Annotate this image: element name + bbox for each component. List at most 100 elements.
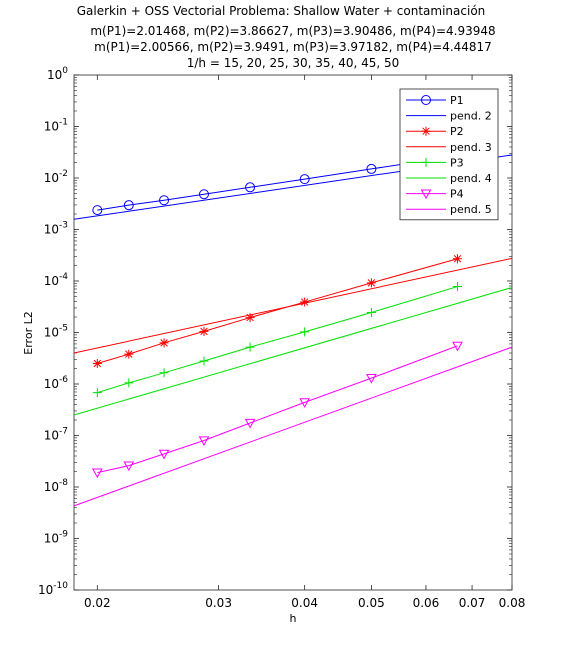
y-tick-label: 100 xyxy=(47,66,68,82)
data-point xyxy=(245,182,256,193)
legend: P1 pend. 2 P2 pend. 3 P3 pend. 4 P4 pend. 5 xyxy=(399,88,499,221)
y-tick-exponent: -10 xyxy=(53,581,68,591)
chart-title-line-1: Galerkin + OSS Vectorial Problema: Shall… xyxy=(77,4,486,18)
data-point xyxy=(198,436,210,447)
data-point xyxy=(92,388,102,398)
y-tick-label: 10-4 xyxy=(44,272,69,288)
data-point xyxy=(366,278,376,288)
data-point xyxy=(366,374,377,384)
data-point xyxy=(299,174,310,185)
legend-label: P4 xyxy=(450,188,464,201)
data-point xyxy=(159,195,170,206)
y-tick-exponent: -4 xyxy=(59,272,68,282)
x-tick-label: 0.04 xyxy=(291,596,318,610)
y-tick-label: 10-5 xyxy=(44,324,68,340)
data-point xyxy=(245,342,255,352)
data-point xyxy=(199,326,209,336)
legend-label: P3 xyxy=(450,156,464,169)
chart-title-line-4: 1/h = 15, 20, 25, 30, 35, 40, 45, 50 xyxy=(187,56,400,70)
data-point xyxy=(366,307,376,317)
data-point xyxy=(91,468,103,479)
x-tick-label: 0.07 xyxy=(459,596,486,610)
legend-item: P4 xyxy=(406,188,464,201)
data-point xyxy=(159,338,169,348)
x-axis-label: h xyxy=(290,612,297,625)
series-p4 xyxy=(91,341,463,479)
y-axis-label: Error L2 xyxy=(22,311,35,354)
x-tick-label: 0.05 xyxy=(358,596,385,610)
chart-title-line-3: m(P1)=2.00566, m(P2)=3.9491, m(P3)=3.971… xyxy=(94,40,492,54)
data-line xyxy=(97,345,458,474)
data-point xyxy=(92,359,102,369)
y-tick-label: 10-1 xyxy=(44,118,68,134)
y-tick-label: 10-10 xyxy=(38,581,68,597)
y-tick-exponent: -1 xyxy=(59,118,68,128)
legend-item: P2 xyxy=(406,125,464,138)
data-point xyxy=(245,313,255,323)
data-point xyxy=(366,163,377,174)
y-tick-exponent: -5 xyxy=(59,324,68,334)
data-point xyxy=(123,461,135,472)
data-point xyxy=(124,378,134,388)
x-tick-label: 0.03 xyxy=(205,596,232,610)
series-p2 xyxy=(92,254,462,369)
data-point xyxy=(199,356,209,366)
slope-line xyxy=(73,346,513,507)
legend-marker xyxy=(421,157,431,167)
legend-item: pend. 4 xyxy=(406,172,492,185)
y-tick-label: 10-7 xyxy=(44,427,68,443)
legend-label: pend. 3 xyxy=(450,141,492,154)
x-tick-label: 0.06 xyxy=(413,596,440,610)
series-pend-4 xyxy=(73,286,513,416)
legend-marker xyxy=(421,126,431,136)
chart-title-line-2: m(P1)=2.01468, m(P2)=3.86627, m(P3)=3.90… xyxy=(90,24,495,38)
data-line xyxy=(97,286,458,394)
data-point xyxy=(198,189,209,200)
series-pend-3 xyxy=(73,257,513,354)
y-tick-exponent: -8 xyxy=(59,478,68,488)
legend-item: pend. 2 xyxy=(406,110,492,123)
chart-title-block: Galerkin + OSS Vectorial Problema: Shall… xyxy=(77,4,496,70)
series-layer xyxy=(73,150,513,507)
x-tick-label: 0.08 xyxy=(499,596,526,610)
data-point xyxy=(452,254,462,264)
data-point xyxy=(300,327,310,337)
data-point xyxy=(299,398,311,408)
data-line xyxy=(97,155,458,211)
slope-line xyxy=(73,257,513,354)
x-tick-label: 0.02 xyxy=(84,596,111,610)
data-point xyxy=(124,349,134,359)
data-point xyxy=(452,282,462,292)
data-point xyxy=(159,368,169,378)
slope-line xyxy=(73,286,513,416)
legend-label: pend. 4 xyxy=(450,172,492,185)
legend-box xyxy=(399,88,499,221)
legend-label: P1 xyxy=(450,94,464,107)
legend-marker xyxy=(420,189,432,200)
y-tick-exponent: -2 xyxy=(59,169,68,179)
legend-item: pend. 5 xyxy=(406,203,492,216)
data-line xyxy=(97,258,458,364)
data-point xyxy=(92,205,103,216)
series-p1 xyxy=(92,150,463,216)
legend-label: P2 xyxy=(450,125,464,138)
data-point xyxy=(452,341,463,352)
legend-item: P1 xyxy=(406,94,464,107)
legend-label: pend. 5 xyxy=(450,203,492,216)
y-tick-exponent: -6 xyxy=(59,375,68,385)
data-point xyxy=(244,418,256,429)
series-p3 xyxy=(92,282,462,398)
y-tick-label: 10-9 xyxy=(44,530,69,546)
y-tick-exponent: -7 xyxy=(59,427,68,437)
y-tick-label: 10-2 xyxy=(44,169,68,185)
y-tick-label: 10-8 xyxy=(44,478,69,494)
data-point xyxy=(300,297,310,307)
y-tick-label: 10-6 xyxy=(44,375,69,391)
y-tick-label: 10-3 xyxy=(44,221,68,237)
legend-item: P3 xyxy=(406,156,464,169)
legend-item: pend. 3 xyxy=(406,141,492,154)
series-pend-5 xyxy=(73,346,513,507)
legend-marker xyxy=(421,95,431,105)
data-point xyxy=(158,449,170,460)
